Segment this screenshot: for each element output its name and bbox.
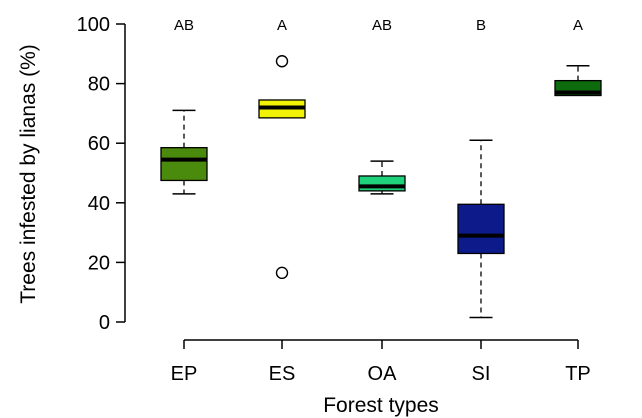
x-tick-label-ES: ES (269, 363, 296, 385)
group-letters: AB A AB B A (174, 17, 583, 34)
x-tick-label-TP: TP (565, 363, 591, 385)
iqr-box-ep (160, 147, 208, 182)
x-axis-label: Forest types (323, 394, 439, 417)
iqr-box-oa (358, 175, 406, 192)
group-letter-oa: AB (372, 17, 392, 34)
group-letter-tp: A (573, 17, 583, 34)
y-tick-label-80: 80 (88, 74, 110, 96)
y-axis: 0 20 40 60 80 100 (77, 14, 126, 334)
y-tick-label-60: 60 (88, 133, 110, 155)
outlier-es-2 (275, 55, 289, 68)
y-tick-label-100: 100 (77, 14, 110, 36)
outlier-es-1 (275, 266, 289, 280)
box-tp (554, 64, 602, 97)
boxes (160, 55, 602, 319)
y-axis-label: Trees infested by lianas (%) (17, 44, 40, 304)
iqr-box-si (457, 203, 505, 255)
box-si (457, 139, 505, 319)
box-ep (160, 109, 208, 195)
y-tick-label-40: 40 (88, 193, 110, 215)
y-tick-label-0: 0 (99, 312, 110, 334)
group-letter-es: A (277, 17, 287, 34)
group-letter-si: B (476, 17, 486, 34)
box-es (258, 55, 306, 280)
group-letter-ep: AB (174, 17, 194, 34)
x-tick-label-OA: OA (368, 363, 398, 385)
x-tick-label-SI: SI (472, 363, 491, 385)
x-tick-label-EP: EP (171, 363, 198, 385)
box-oa (358, 160, 406, 195)
y-tick-label-20: 20 (88, 252, 110, 274)
x-axis: EP ES OA SI TP (171, 339, 591, 385)
